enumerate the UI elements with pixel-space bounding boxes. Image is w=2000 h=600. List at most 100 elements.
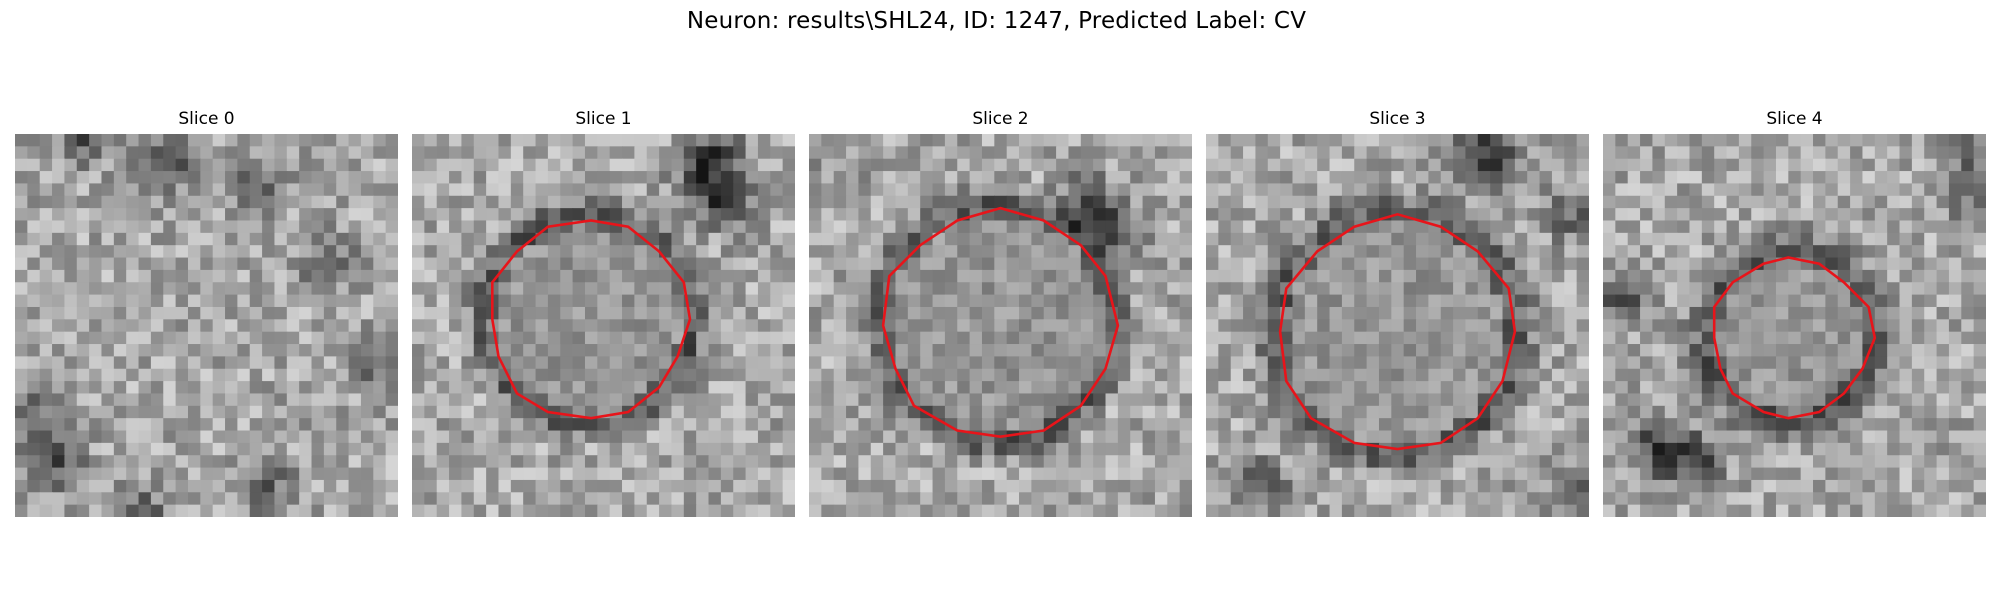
pixel	[1167, 220, 1181, 234]
pixel	[907, 331, 921, 345]
pixel	[572, 381, 586, 395]
pixel	[1527, 393, 1541, 407]
pixel	[1837, 257, 1851, 271]
pixel	[348, 455, 362, 469]
pixel	[1701, 356, 1715, 370]
pixel	[1825, 418, 1839, 432]
pixel	[150, 208, 164, 222]
pixel	[225, 171, 238, 185]
pixel	[833, 467, 847, 481]
pixel	[1416, 381, 1429, 395]
pixel	[609, 146, 623, 160]
pixel	[745, 282, 759, 296]
pixel	[412, 269, 425, 283]
pixel	[1465, 294, 1479, 308]
pixel	[523, 134, 537, 147]
pixel	[1825, 269, 1839, 283]
pixel	[1874, 405, 1888, 419]
pixel	[76, 171, 90, 185]
pixel	[101, 158, 115, 172]
pixel	[733, 504, 747, 517]
pixel	[969, 504, 983, 517]
pixel	[436, 492, 450, 506]
pixel	[1701, 331, 1715, 345]
pixel	[1837, 319, 1851, 333]
pixel	[1551, 479, 1565, 493]
pixel	[1640, 492, 1654, 506]
pixel	[708, 257, 722, 271]
pixel	[1056, 269, 1070, 283]
pixel	[150, 442, 164, 456]
pixel	[1948, 418, 1962, 432]
pixel	[1775, 306, 1789, 320]
pixel	[1502, 195, 1516, 209]
pixel	[498, 430, 512, 444]
pixel	[907, 393, 921, 407]
pixel	[89, 257, 103, 271]
pixel	[1019, 418, 1032, 432]
pixel	[436, 232, 450, 246]
pixel	[1788, 430, 1802, 444]
pixel	[1973, 171, 1986, 185]
pixel	[895, 504, 909, 517]
pixel	[1154, 208, 1168, 222]
pixel	[1899, 405, 1913, 419]
pixel	[523, 442, 537, 456]
pixel	[809, 405, 822, 419]
pixel	[385, 220, 398, 234]
pixel	[907, 319, 921, 333]
pixel	[1539, 393, 1553, 407]
pixel	[535, 455, 549, 469]
pixel	[27, 306, 41, 320]
pixel	[547, 479, 561, 493]
pixel	[1068, 356, 1082, 370]
pixel	[1640, 467, 1654, 481]
pixel	[249, 134, 263, 147]
pixel	[535, 418, 549, 432]
pixel	[1640, 195, 1654, 209]
pixel	[646, 269, 660, 283]
pixel	[733, 331, 747, 345]
pixel	[1280, 183, 1294, 197]
pixel	[1615, 467, 1629, 481]
pixel	[249, 269, 263, 283]
pixel	[1726, 220, 1740, 234]
pixel	[659, 195, 673, 209]
pixel	[449, 245, 463, 259]
pixel	[646, 306, 660, 320]
pixel	[1403, 368, 1417, 382]
pixel	[1924, 344, 1938, 357]
pixel	[696, 381, 710, 395]
pixel	[39, 171, 53, 185]
pixel	[1911, 418, 1925, 432]
pixel	[957, 467, 971, 481]
pixel	[1751, 257, 1765, 271]
pixel	[1924, 368, 1938, 382]
pixel	[473, 146, 487, 160]
pixel	[200, 393, 214, 407]
pixel	[1453, 282, 1467, 296]
pixel	[1837, 183, 1851, 197]
pixel	[1179, 430, 1192, 444]
pixel	[584, 467, 598, 481]
pixel	[1627, 331, 1641, 345]
pixel	[696, 467, 710, 481]
pixel	[360, 269, 374, 283]
pixel	[1378, 504, 1392, 517]
pixel	[1019, 368, 1032, 382]
pixel	[449, 220, 463, 234]
pixel	[27, 134, 41, 147]
pixel	[1627, 504, 1641, 517]
pixel	[1206, 344, 1219, 357]
pixel	[770, 381, 784, 395]
pixel	[27, 146, 41, 160]
pixel	[1006, 257, 1020, 271]
pixel	[883, 146, 897, 160]
pixel	[833, 195, 847, 209]
pixel	[535, 306, 549, 320]
pixel	[944, 294, 958, 308]
pixel	[212, 331, 226, 345]
pixel	[1961, 306, 1975, 320]
pixel	[510, 208, 524, 222]
pixel	[745, 418, 759, 432]
